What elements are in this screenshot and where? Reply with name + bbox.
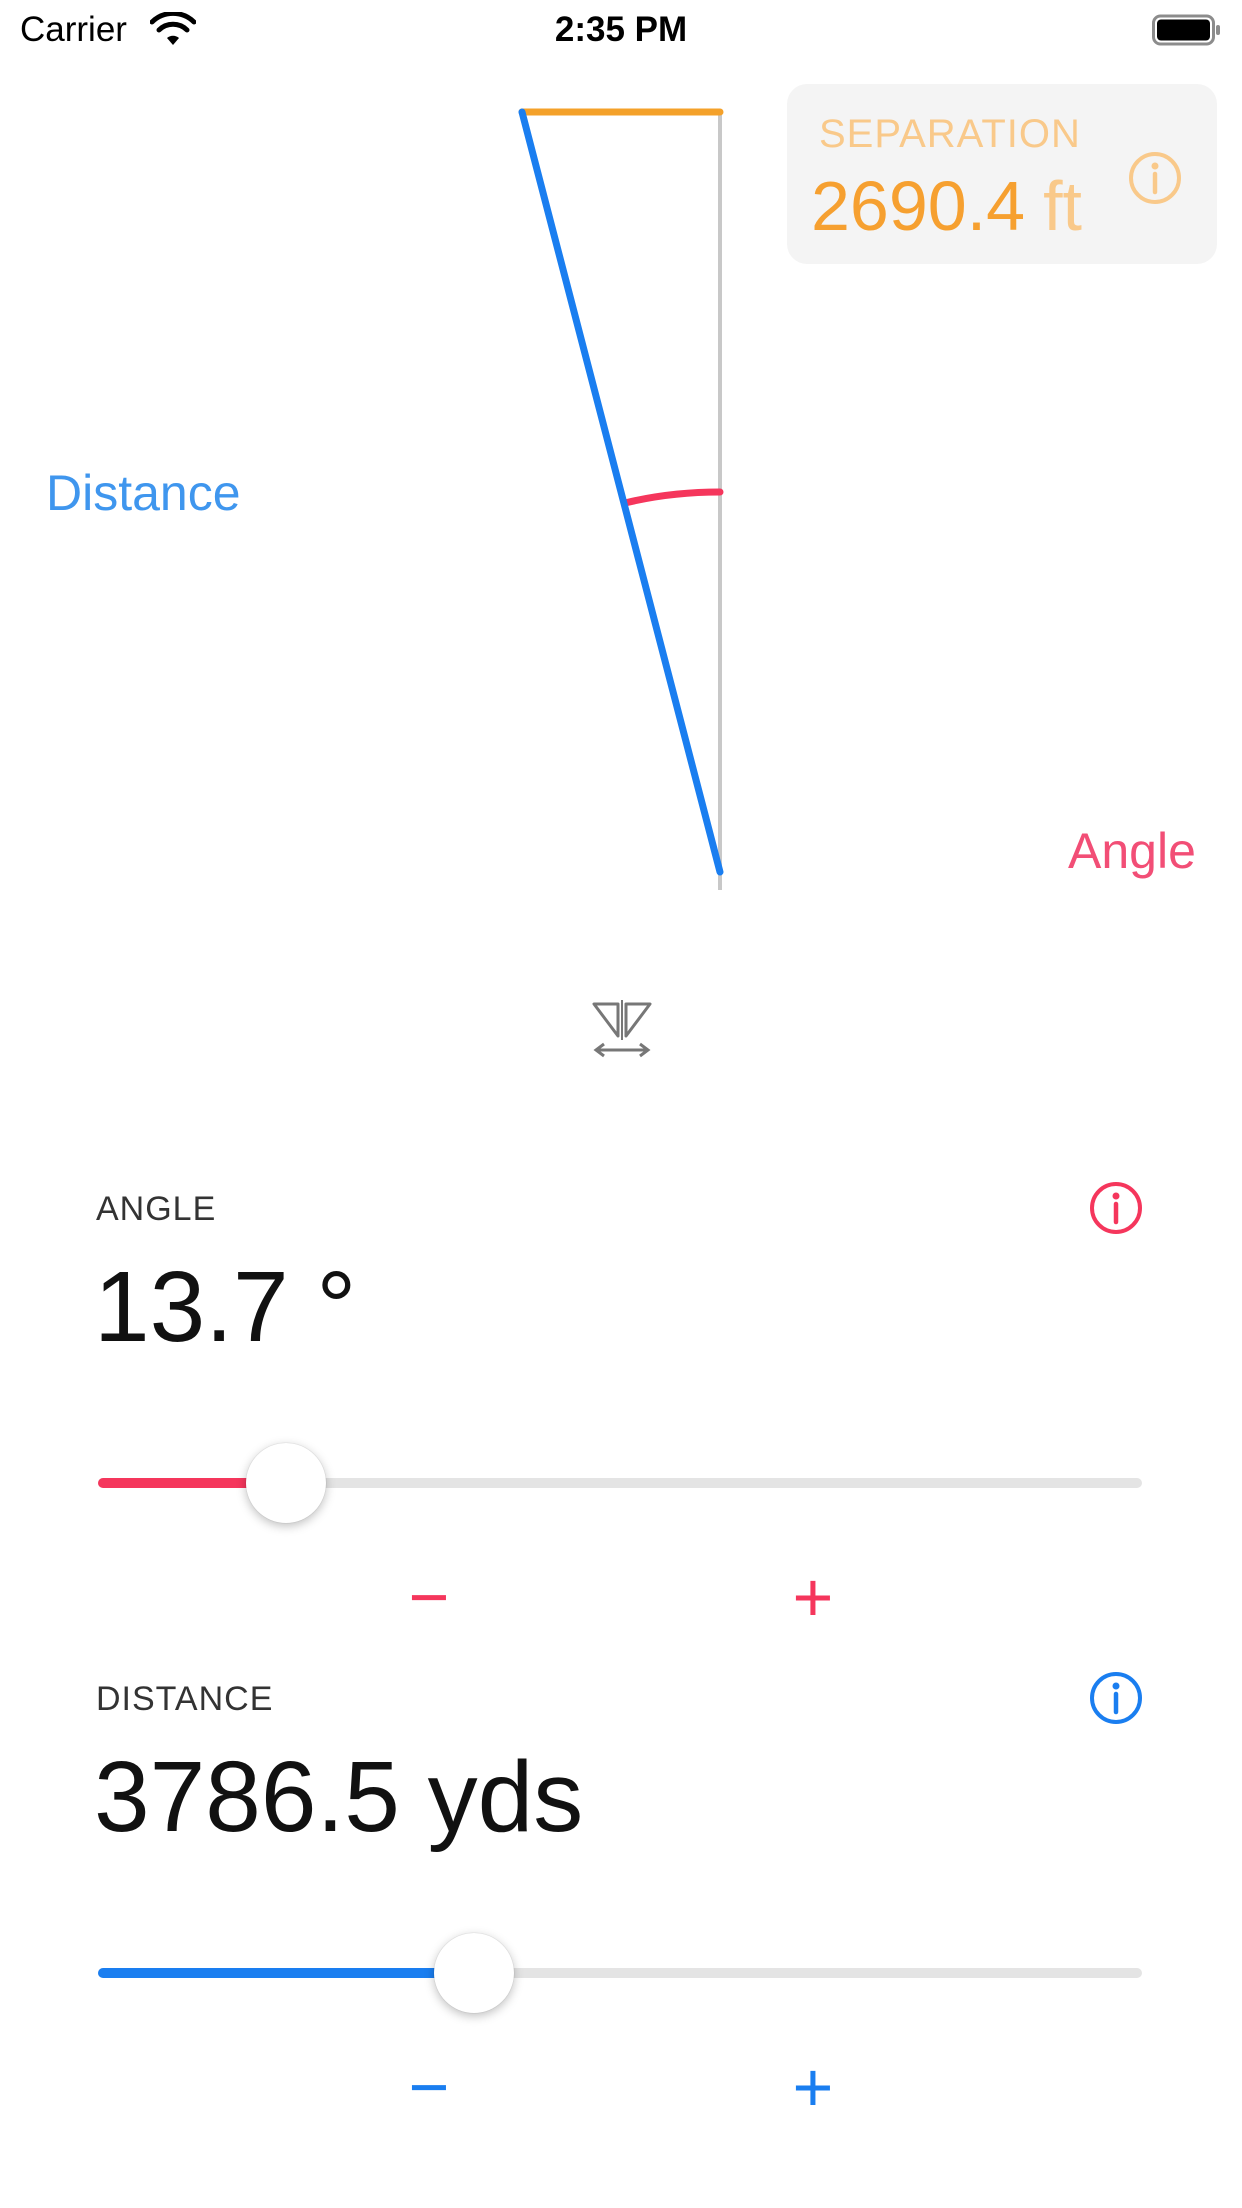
mirror-flip-icon[interactable]	[590, 996, 654, 1060]
distance-caption: Distance	[46, 465, 241, 521]
angle-caption: Angle	[1068, 823, 1196, 879]
angle-slider-thumb[interactable]	[245, 1443, 326, 1523]
angle-value: 13.7 °	[94, 1251, 357, 1363]
separation-label: SEPARATION	[819, 112, 1081, 156]
wifi-icon	[150, 12, 196, 45]
separation-card: SEPARATION 2690.4 ft	[787, 84, 1217, 264]
distance-slider-track[interactable]	[98, 1933, 1142, 2013]
angle-decrement-button[interactable]: −	[408, 1558, 450, 1636]
info-circle-icon[interactable]	[1127, 150, 1183, 206]
distance-info-icon[interactable]	[1088, 1670, 1144, 1726]
separation-number: 2690.4	[811, 167, 1026, 245]
status-time: 2:35 PM	[554, 10, 688, 49]
angle-arc	[621, 488, 724, 507]
angle-increment-button[interactable]: +	[792, 1558, 834, 1636]
angle-slider-track[interactable]	[98, 1443, 1142, 1523]
distance-label: DISTANCE	[96, 1680, 274, 1718]
separation-unit: ft	[1043, 167, 1083, 245]
distance-slider-fill	[98, 1968, 474, 1978]
angle-info-icon[interactable]	[1088, 1180, 1144, 1236]
distance-decrement-button[interactable]: −	[408, 2048, 450, 2126]
angle-slider-fill	[98, 1478, 286, 1488]
battery-icon	[1152, 14, 1220, 46]
distance-slider-thumb[interactable]	[433, 1933, 514, 2013]
status-carrier: Carrier	[20, 10, 127, 49]
distance-increment-button[interactable]: +	[792, 2048, 834, 2126]
distance-line	[518, 108, 724, 876]
distance-value: 3786.5 yds	[94, 1741, 584, 1853]
angle-diagram[interactable]	[0, 0, 1242, 1000]
angle-label: ANGLE	[96, 1190, 217, 1228]
separation-value: 2690.4 ft	[811, 166, 1082, 246]
